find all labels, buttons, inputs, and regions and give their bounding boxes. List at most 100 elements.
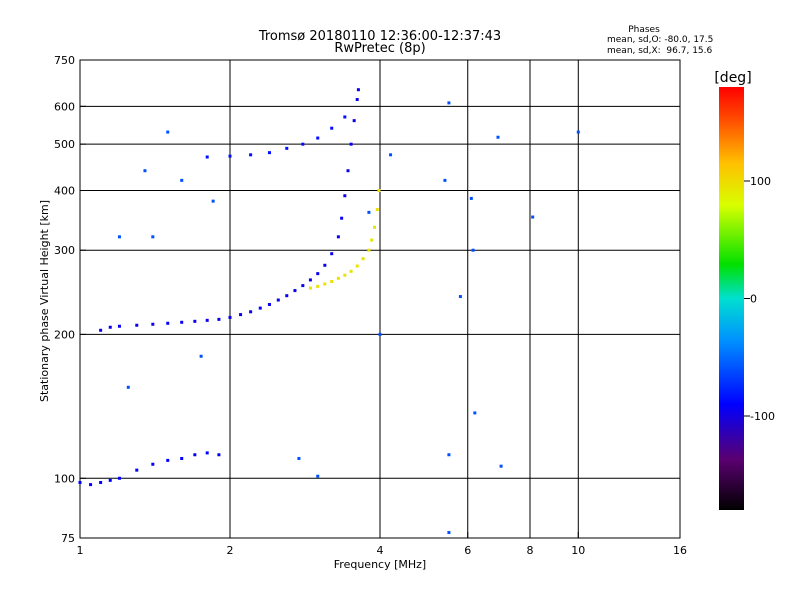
data-point <box>285 294 289 298</box>
series-group <box>308 188 381 290</box>
phases-box-title: Phases <box>628 25 660 35</box>
data-point <box>258 306 262 310</box>
data-point <box>126 385 130 389</box>
data-point <box>323 263 327 267</box>
data-point <box>343 273 347 277</box>
y-axis-label: Stationary phase Virtual Height [km] <box>38 200 51 402</box>
data-point <box>447 531 451 535</box>
data-point <box>301 142 305 146</box>
chart-title: Tromsø 20180110 12:36:00-12:37:43 <box>258 29 501 44</box>
data-point <box>117 324 121 328</box>
data-point <box>349 142 353 146</box>
colorbar-tick-label: 100 <box>750 175 771 188</box>
data-point <box>375 208 379 212</box>
data-point <box>367 248 371 252</box>
data-point <box>355 98 359 102</box>
x-tick-label: 10 <box>571 544 585 557</box>
x-tick-label: 16 <box>673 544 687 557</box>
data-point <box>99 480 103 484</box>
data-point <box>193 319 197 323</box>
data-point <box>205 318 209 322</box>
data-point <box>217 317 221 321</box>
chart-subtitle: RwPretec (8p) <box>334 41 425 56</box>
x-tick-label: 6 <box>464 544 471 557</box>
data-point <box>443 178 447 182</box>
series-group <box>205 115 347 159</box>
data-point <box>301 284 305 288</box>
data-point <box>78 480 82 484</box>
data-point <box>471 248 475 252</box>
data-point <box>199 354 203 358</box>
data-point <box>355 264 359 268</box>
y-tick-label: 300 <box>54 244 75 257</box>
colorbar-tick-label: -100 <box>750 410 775 423</box>
data-point <box>249 153 253 157</box>
data-point <box>496 135 500 139</box>
data-point <box>356 88 360 92</box>
data-point <box>108 478 112 482</box>
data-point <box>316 272 320 276</box>
data-point <box>193 453 197 457</box>
y-tick-label: 500 <box>54 138 75 151</box>
data-point <box>180 178 184 182</box>
data-point <box>473 411 477 415</box>
data-point <box>267 302 271 306</box>
data-point <box>143 169 147 173</box>
series-group <box>99 88 360 332</box>
data-point <box>151 462 155 466</box>
data-point <box>340 216 344 220</box>
data-point <box>447 101 451 105</box>
y-tick-label: 75 <box>61 532 75 545</box>
data-point <box>370 238 374 242</box>
x-tick-label: 8 <box>527 544 534 557</box>
data-point <box>205 451 209 455</box>
x-tick-label: 2 <box>227 544 234 557</box>
data-point <box>316 284 320 288</box>
data-point <box>576 130 580 134</box>
data-point <box>308 286 312 290</box>
data-point <box>239 313 243 317</box>
data-point <box>330 252 334 256</box>
data-point <box>211 199 215 203</box>
data-point <box>361 257 365 261</box>
y-tick-label: 100 <box>54 472 75 485</box>
data-point <box>323 282 327 286</box>
data-point <box>228 154 232 158</box>
colorbar-tick-label: 0 <box>750 293 757 306</box>
data-point <box>180 456 184 460</box>
colorbar-label: [deg] <box>714 70 751 86</box>
y-tick-label: 400 <box>54 184 75 197</box>
y-tick-label: 200 <box>54 328 75 341</box>
data-point <box>293 289 297 293</box>
data-point <box>373 225 377 229</box>
data-point <box>249 310 253 314</box>
data-point <box>166 321 170 325</box>
data-point <box>166 130 170 134</box>
data-point <box>377 188 381 192</box>
data-point <box>343 115 347 119</box>
data-point <box>316 474 320 478</box>
data-point <box>469 196 473 200</box>
data-point <box>151 322 155 326</box>
data-point <box>389 153 393 157</box>
phases-box-x-line: mean, sd,X: 96.7, 15.6 <box>607 46 713 56</box>
data-point <box>166 458 170 462</box>
x-tick-label: 1 <box>77 544 84 557</box>
data-point <box>367 210 371 214</box>
data-point <box>217 453 221 457</box>
data-point <box>316 136 320 140</box>
y-tick-label: 750 <box>54 54 75 67</box>
data-point <box>499 464 503 468</box>
x-tick-label: 4 <box>377 544 384 557</box>
phases-box-o-line: mean, sd,O: -80.0, 17.5 <box>607 35 713 45</box>
data-point <box>151 235 155 239</box>
data-point <box>352 119 356 123</box>
data-point <box>205 155 209 159</box>
phase-colorbar <box>719 87 744 510</box>
data-point <box>330 280 334 284</box>
data-point <box>346 169 350 173</box>
data-point <box>336 235 340 239</box>
data-point <box>108 325 112 329</box>
data-point <box>297 456 301 460</box>
